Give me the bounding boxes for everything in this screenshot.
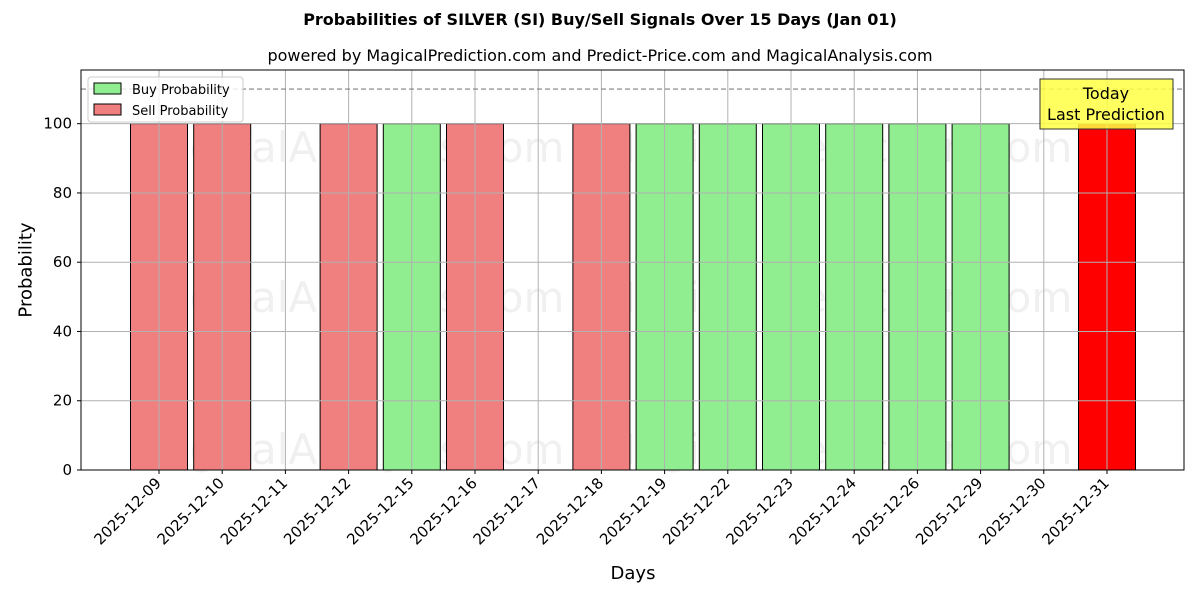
x-tick-label: 2025-12-31 <box>1038 474 1112 548</box>
y-tick-label: 20 <box>53 392 72 410</box>
x-tick-label: 2025-12-12 <box>280 474 354 548</box>
x-tick-label: 2025-12-30 <box>975 474 1049 548</box>
legend-sell-swatch <box>93 103 122 116</box>
legend-box <box>87 76 244 123</box>
axes-frame <box>80 69 1185 471</box>
today-annotation-line2: Last Prediction <box>1047 105 1165 124</box>
x-axis-label: Days <box>610 563 656 584</box>
y-tick-label: 80 <box>53 184 72 202</box>
x-tick-label: 2025-12-24 <box>786 474 860 548</box>
y-tick-label: 60 <box>53 253 72 271</box>
chart-subtitle: powered by MagicalPrediction.com and Pre… <box>267 46 933 65</box>
x-tick-label: 2025-12-22 <box>659 474 733 548</box>
chart-title: Probabilities of SILVER (SI) Buy/Sell Si… <box>303 10 897 29</box>
x-tick-label: 2025-12-11 <box>217 474 291 548</box>
x-tick-label: 2025-12-15 <box>343 474 417 548</box>
today-annotation-line1: Today <box>1082 84 1129 103</box>
x-tick-label: 2025-12-09 <box>90 474 164 548</box>
legend-buy-swatch <box>93 82 122 95</box>
y-tick-label: 0 <box>62 461 72 479</box>
y-tick-label: 40 <box>53 322 72 340</box>
legend-sell-label: Sell Probability <box>132 104 229 119</box>
x-tick-label: 2025-12-26 <box>849 474 923 548</box>
x-tick-label: 2025-12-17 <box>470 474 544 548</box>
x-tick-label: 2025-12-10 <box>154 474 228 548</box>
x-tick-label: 2025-12-29 <box>912 474 986 548</box>
x-tick-label: 2025-12-23 <box>722 474 796 548</box>
y-tick-label: 100 <box>43 115 72 133</box>
x-tick-label: 2025-12-16 <box>406 474 480 548</box>
x-tick-label: 2025-12-19 <box>596 474 670 548</box>
legend-buy-label: Buy Probability <box>132 83 230 98</box>
today-annotation-box <box>1039 78 1174 130</box>
x-tick-label: 2025-12-18 <box>533 474 607 548</box>
